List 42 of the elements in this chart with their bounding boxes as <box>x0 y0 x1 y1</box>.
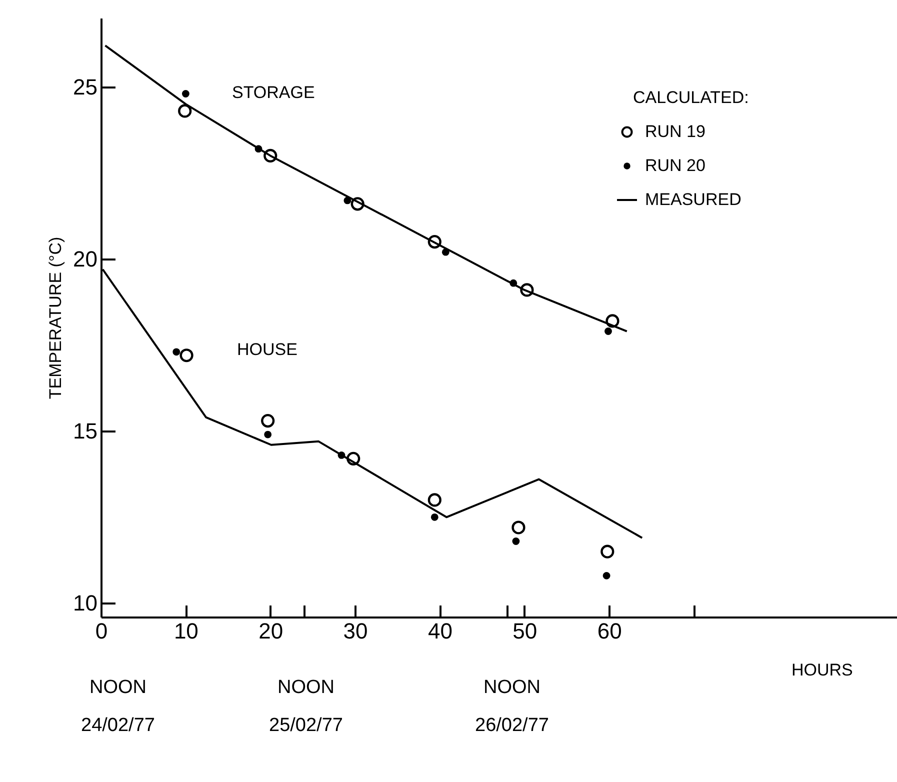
text: NOON 25/02/77 <box>269 677 343 736</box>
y-axis-title: TEMPERATURE (°C) <box>46 236 66 400</box>
point <box>606 314 620 328</box>
x-tick-label: 0 <box>95 618 108 644</box>
y-tick-label: 25 <box>73 74 98 100</box>
point <box>182 90 190 98</box>
legend-label: MEASURED <box>645 190 742 209</box>
point <box>428 493 442 507</box>
y-tick-label: 20 <box>73 246 98 272</box>
x-tick-label: 60 <box>597 618 622 644</box>
point <box>264 148 278 162</box>
x-tick-label: 10 <box>174 618 198 644</box>
annotation: HOUSE <box>237 340 298 359</box>
point <box>520 283 534 297</box>
point <box>264 430 272 438</box>
point <box>261 414 275 428</box>
point <box>602 572 610 580</box>
x-tick-label: 20 <box>258 618 284 644</box>
legend-title: CALCULATED: <box>633 88 749 107</box>
legend-label: RUN 19 <box>645 122 706 141</box>
point <box>604 328 612 335</box>
point <box>512 520 526 534</box>
x-tick-label: 50 <box>512 618 538 644</box>
y-tick-label: 10 <box>73 590 98 616</box>
point <box>178 104 192 118</box>
legend-label: RUN 20 <box>645 156 706 175</box>
point <box>600 544 614 558</box>
point <box>512 538 520 545</box>
annotation: STORAGE <box>232 83 315 102</box>
text: NOON 24/02/77 <box>81 677 155 736</box>
x-tick-label: 40 <box>428 618 452 644</box>
point <box>180 348 194 362</box>
point <box>428 234 442 249</box>
text: NOON 26/02/77 <box>475 677 549 736</box>
x-tick-label: 30 <box>343 618 368 644</box>
y-tick-label: 15 <box>73 418 98 444</box>
point <box>172 348 180 356</box>
line-series <box>104 44 628 332</box>
point <box>430 513 438 521</box>
x-axis-title: HOURS <box>792 660 853 680</box>
point <box>346 452 360 466</box>
point <box>350 197 364 211</box>
